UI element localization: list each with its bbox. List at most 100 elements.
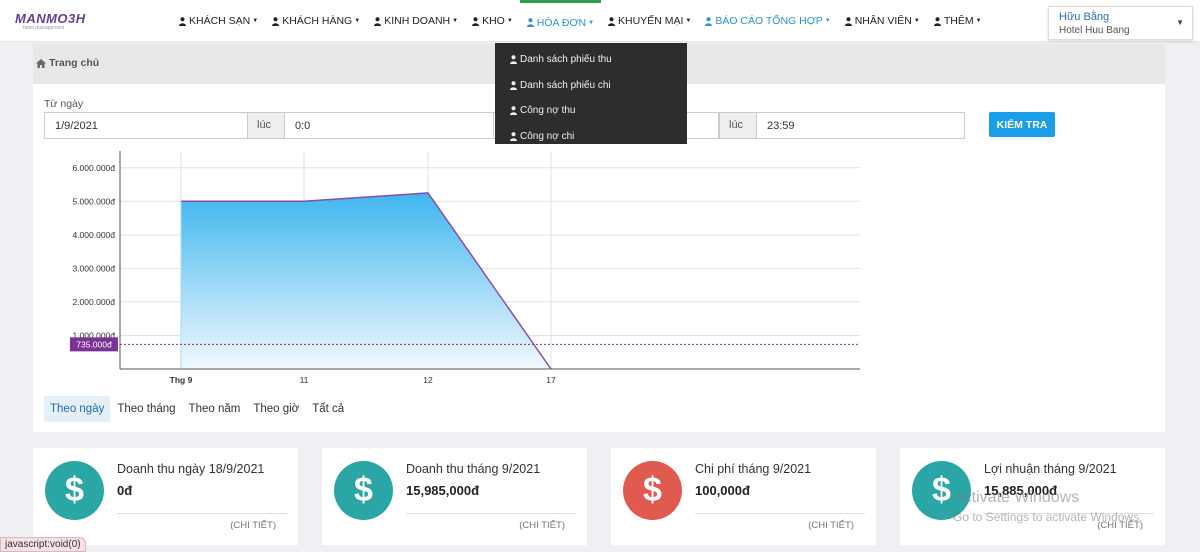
chevron-down-icon: ▼ (588, 19, 595, 26)
y-tick-label: 2.000.000đ (72, 297, 115, 307)
breadcrumb[interactable]: Trang chủ (36, 57, 99, 69)
nav-item-kinh-doanh[interactable]: KINH DOANH ▼ (367, 0, 465, 42)
period-tab-theo-thang[interactable]: Theo tháng (117, 403, 176, 415)
detail-link[interactable]: (CHI TIẾT) (1097, 520, 1143, 531)
nav-item-label: KHÁCH HÀNG (282, 15, 353, 27)
menu-item-cong-no-chi[interactable]: Công nợ chi (495, 124, 687, 150)
stat-value: 0đ (117, 483, 133, 498)
stat-card: $ Chi phí tháng 9/2021 100,000đ (CHI TIẾT) (611, 448, 876, 545)
average-label: 735.000đ (76, 339, 112, 349)
status-bar-url: javascript:void(0) (0, 537, 86, 552)
hotel-name: Hotel Huu Bang (1059, 25, 1130, 36)
invoice-dropdown-menu: Danh sách phiếu thu Danh sách phiếu chi Cô… (495, 43, 687, 144)
dollar-icon: $ (334, 461, 393, 520)
menu-item-danh-sach-phieu-chi[interactable]: Danh sách phiếu chi (495, 73, 687, 99)
nav-item-label: NHÂN VIÊN (854, 15, 912, 27)
user-icon (933, 16, 941, 26)
stat-card: $ Lợi nhuận tháng 9/2021 15,885,000đ (CHI T… (900, 448, 1165, 545)
nav-item-them[interactable]: THÊM ▼ (927, 0, 989, 42)
chevron-down-icon: ▼ (354, 18, 361, 24)
nav-item-khach-hang[interactable]: KHÁCH HÀNG ▼ (265, 0, 367, 42)
user-icon (272, 16, 280, 26)
detail-link[interactable]: (CHI TIẾT) (808, 520, 854, 531)
from-time-addon: lúc (247, 112, 285, 139)
user-icon (526, 18, 534, 27)
to-time-input[interactable] (756, 112, 965, 139)
stat-value: 15,885,000đ (984, 483, 1058, 498)
nav-item-kho[interactable]: KHO ▼ (465, 0, 520, 42)
menu-item-danh-sach-phieu-thu[interactable]: Danh sách phiếu thu (495, 47, 687, 73)
revenue-card: Từ ngày lúc lúc KIỂM TRA 1.000.000đ 2.000… (33, 84, 1165, 432)
nav-item-label: THÊM (943, 15, 974, 27)
period-tab-theo-nam[interactable]: Theo năm (188, 403, 241, 415)
menu-item-cong-no-thu[interactable]: Công nợ thu (495, 98, 687, 124)
x-tick-label: 12 (423, 375, 433, 385)
user-name: Hữu Bằng (1059, 11, 1110, 23)
divider (695, 513, 865, 514)
user-icon (510, 55, 517, 65)
y-tick-label: 6.000.000đ (72, 163, 115, 173)
logo-brand: MANMO3H (15, 11, 86, 26)
nav-item-label: BÁO CÁO TỔNG HỢP (715, 15, 823, 27)
detail-link[interactable]: (CHI TIẾT) (519, 520, 565, 531)
from-date-input[interactable] (44, 112, 248, 139)
dollar-icon: $ (912, 461, 971, 520)
menu-item-label: Danh sách phiếu thu (520, 54, 612, 66)
logo[interactable]: MANMO3H hotel management (15, 12, 90, 34)
chevron-down-icon: ▼ (452, 18, 459, 24)
stat-title: Chi phí tháng 9/2021 (695, 462, 812, 476)
series-line (181, 192, 552, 370)
user-icon (472, 16, 480, 26)
y-tick-label: 5.000.000đ (72, 196, 115, 206)
main-menu: KHÁCH SẠN ▼ KHÁCH HÀNG ▼ KINH DOANH ▼ KHO ▼ HÓA … (172, 0, 989, 42)
x-tick-label: Thg 9 (170, 375, 193, 385)
divider (984, 513, 1154, 514)
chevron-down-icon: ▼ (506, 18, 513, 24)
chevron-down-icon: ▼ (1176, 18, 1184, 27)
from-date-label: Từ ngày (44, 98, 84, 110)
nav-item-khach-san[interactable]: KHÁCH SẠN ▼ (172, 0, 265, 42)
nav-item-label: KINH DOANH (384, 15, 451, 27)
stat-value: 100,000đ (695, 483, 750, 498)
revenue-chart: 1.000.000đ 2.000.000đ 3.000.000đ 4.000.000đ… (70, 151, 860, 385)
menu-item-label: Công nợ chi (520, 130, 575, 142)
user-menu[interactable]: Hữu Bằng Hotel Huu Bang ▼ (1048, 6, 1193, 40)
check-button[interactable]: KIỂM TRA (989, 112, 1055, 137)
nav-item-khuyen-mai[interactable]: KHUYẾN MẠI ▼ (601, 0, 698, 42)
period-tab-tat-ca[interactable]: Tất cả (312, 403, 345, 415)
user-icon (510, 106, 517, 116)
user-icon (608, 16, 616, 26)
period-tabs: Theo ngày Theo tháng Theo năm Theo giờ Tất c… (44, 396, 351, 422)
average-label-bg (70, 337, 118, 352)
stat-value: 15,985,000đ (406, 483, 480, 498)
chevron-down-icon: ▼ (824, 18, 831, 24)
divider (406, 513, 576, 514)
nav-item-label: KHUYẾN MẠI (618, 15, 684, 27)
user-icon (844, 16, 852, 26)
logo-tagline: hotel management (23, 25, 65, 31)
from-time-input[interactable] (284, 112, 494, 139)
area-fill (181, 192, 551, 369)
period-tab-theo-ngay[interactable]: Theo ngày (44, 396, 111, 422)
stat-title: Doanh thu ngày 18/9/2021 (117, 462, 265, 476)
nav-item-bao-cao-tong-hop[interactable]: BÁO CÁO TỔNG HỢP ▼ (698, 0, 837, 42)
nav-item-label: HÓA ĐƠN (536, 16, 587, 29)
x-tick-label: 17 (546, 375, 556, 385)
nav-item-hoa-don[interactable]: HÓA ĐƠN ▼ (519, 0, 602, 42)
user-icon (179, 16, 186, 26)
y-tick-label: 3.000.000đ (72, 263, 115, 273)
chevron-down-icon: ▼ (913, 18, 920, 24)
divider (117, 513, 287, 514)
home-icon (36, 58, 46, 68)
detail-link[interactable]: (CHI TIẾT) (230, 520, 276, 531)
user-icon (510, 131, 517, 141)
stat-title: Doanh thu tháng 9/2021 (406, 462, 541, 476)
y-tick-label: 1.000.000đ (72, 330, 115, 340)
breadcrumb-home: Trang chủ (49, 57, 100, 69)
chevron-down-icon: ▼ (975, 18, 982, 24)
dollar-icon: $ (623, 461, 682, 520)
nav-item-label: KHÁCH SẠN (189, 15, 251, 27)
menu-item-label: Danh sách phiếu chi (520, 79, 611, 91)
nav-item-nhan-vien[interactable]: NHÂN VIÊN ▼ (838, 0, 927, 42)
period-tab-theo-gio[interactable]: Theo giờ (253, 403, 300, 415)
